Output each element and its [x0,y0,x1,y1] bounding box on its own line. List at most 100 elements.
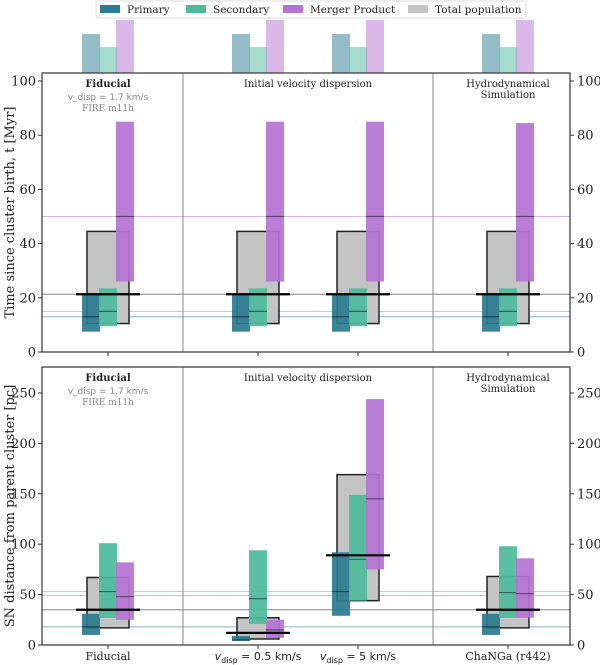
secondary-bar [249,288,267,327]
y-tick-label-right: 250 [577,387,600,402]
secondary-bar [499,546,517,618]
legend-swatch-total-population [408,5,428,13]
merger-bar [116,121,134,282]
primary-bar [482,613,500,635]
group-2 [326,399,390,616]
clipped-bar-primary [482,34,500,73]
secondary-bar [249,550,267,624]
clipped-bar-secondary [249,47,267,73]
x-tick-label: vdisp = 5 km/s [320,650,397,665]
group-1 [226,121,290,332]
y-tick-label-right: 100 [577,538,600,553]
panel-title-velocity-dispersion: Initial velocity dispersion [244,79,373,90]
y-axis-label: SN distance from parent cluster [pc] [3,385,18,628]
clipped-bar-primary [232,34,250,73]
y-tick-label-right: 40 [577,237,594,252]
merger-bar [516,558,534,618]
y-tick-label-left: 100 [11,538,36,553]
y-tick-label-left: 200 [11,437,36,452]
panel-subtitle-fire: FIRE m11h [82,398,134,408]
primary-bar [82,293,100,332]
y-tick-label-right: 200 [577,437,600,452]
secondary-bar [349,288,367,327]
y-axis-label: Time since cluster birth, t [Myr] [3,107,18,319]
merger-bar [366,399,384,570]
group-0 [76,543,140,635]
primary-bar [482,293,500,332]
legend-label: Primary [127,4,170,16]
panel-title-hydro-line2: Simulation [481,384,536,395]
y-tick-label-right: 60 [577,183,594,198]
y-tick-label-left: 80 [19,129,36,144]
y-tick-label-right: 100 [577,75,600,90]
panel-title-hydro: Hydrodynamical [466,373,549,384]
clipped-bar-merger [116,20,134,73]
panel-title-fiducial: Fiducial [85,373,131,384]
panel-subtitle-vdisp: v_disp = 1.7 km/s [68,93,149,103]
legend-label: Merger Product [310,4,396,16]
clipped-bar-secondary [99,47,117,73]
clipped-bar-secondary [499,47,517,73]
y-tick-label-left: 100 [11,75,36,90]
y-tick-label-left: 40 [19,237,36,252]
clipped-bar-merger [366,20,384,73]
clipped-bar-merger [516,20,534,73]
merger-bar [266,619,284,638]
legend-label: Total population [435,4,522,16]
y-tick-label-left: 20 [19,291,36,306]
panel-subtitle-vdisp: v_disp = 1.7 km/s [68,387,149,397]
y-tick-label-left: 60 [19,183,36,198]
axes-frame [41,72,571,353]
legend-swatch-primary [100,5,120,13]
time-panel: 0 0 20 20 40 40 60 60 80 80 100 100 Time since clust… [3,72,600,361]
merger-bar [266,121,284,282]
panel-title-hydro-line2: Simulation [481,90,536,101]
legend-swatch-secondary [186,5,206,13]
y-tick-label-right: 0 [577,639,585,654]
primary-bar [232,293,250,332]
clipped-bar-merger [266,20,284,73]
y-tick-label-right: 150 [577,487,600,502]
y-tick-label-right: 20 [577,291,594,306]
primary-bar [82,613,100,635]
y-tick-label-left: 0 [28,639,36,654]
legend: Primary Secondary Merger Product Total popu… [95,0,527,19]
group-0 [76,121,140,332]
y-tick-label-right: 50 [577,588,594,603]
primary-bar [332,552,350,616]
primary-bar [232,635,250,641]
y-tick-label-right: 0 [577,346,585,361]
primary-bar [332,293,350,332]
panel-title-hydro: Hydrodynamical [466,79,549,90]
y-tick-label-left: 250 [11,387,36,402]
legend-label: Secondary [213,4,269,16]
merger-bar [366,121,384,282]
merger-bar [516,123,534,282]
panel-title-velocity-dispersion: Initial velocity dispersion [244,373,373,384]
x-tick-label: ChaNGa (r442) [465,650,550,663]
merger-bar [116,562,134,620]
legend-swatch-merger-product [283,5,303,13]
group-1 [226,550,290,641]
group-2 [326,121,390,332]
secondary-bar [99,288,117,327]
y-tick-label-left: 0 [28,346,36,361]
panel-title-fiducial: Fiducial [85,79,131,90]
group-3 [476,123,540,332]
clipped-bar-primary [332,34,350,73]
axes-frame [41,366,571,646]
group-3 [476,546,540,635]
y-tick-label-right: 80 [577,129,594,144]
secondary-bar [499,288,517,327]
clipped-bar-secondary [349,47,367,73]
y-tick-label-left: 50 [19,588,36,603]
x-tick-label: Fiducial [85,650,131,663]
secondary-bar [349,494,367,601]
clipped-bar-primary [82,34,100,73]
x-tick-label: vdisp = 0.5 km/s [215,650,302,665]
secondary-bar [99,543,117,618]
panel-subtitle-fire: FIRE m11h [82,104,134,114]
y-tick-label-left: 150 [11,487,36,502]
